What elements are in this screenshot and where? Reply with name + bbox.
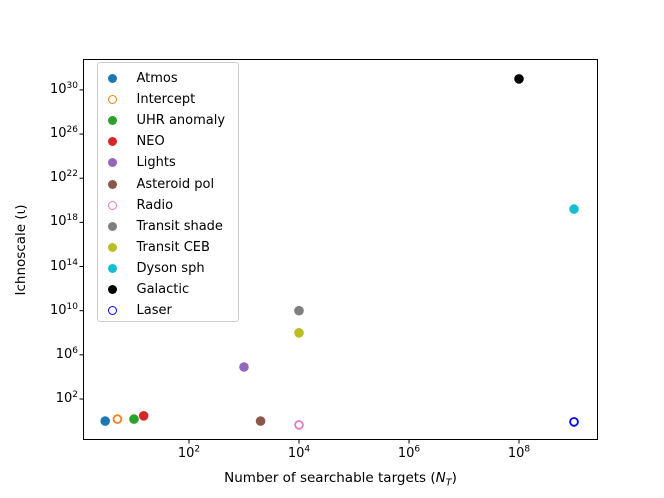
point-lights [239,362,249,372]
x-tick-label-10e8: 108 [507,444,531,461]
y-tick-label-10e30-exponent: 30 [66,80,78,91]
legend-marker-laser-icon [107,306,117,316]
legend: Atmos Intercept UHR anomaly NEO Lights Astero… [97,62,239,322]
legend-marker-intercept-icon [107,95,117,105]
x-tick-label-10e4-exponent: 4 [304,444,311,455]
legend-row-transit-ceb: Transit CEB [98,237,238,258]
legend-marker-galactic-icon [107,284,117,294]
y-tick-label-10e30-base: 10 [50,82,67,98]
legend-marker-transit-ceb-icon [107,242,117,252]
y-tick-label-10e6-base: 10 [55,347,73,363]
legend-label-dyson-sph: Dyson sph [136,260,205,276]
point-intercept [112,414,123,424]
y-tick-label-10e10-exponent: 10 [66,301,78,312]
point-transit-ceb [294,328,304,338]
y-tick-label-10e18-exponent: 18 [66,213,78,224]
legend-marker-neo-icon [107,137,117,147]
point-asteroid-pol [255,416,266,426]
legend-row-uhr-anomaly: UHR anomaly [98,110,238,131]
x-tick-label-10e2-exponent: 2 [194,444,201,455]
y-tick-label-10e6-exponent: 6 [72,345,78,356]
y-tick-label-10e10: 1010 [14,301,78,318]
y-tick-label-10e22-exponent: 22 [66,169,78,180]
legend-label-transit-ceb: Transit CEB [136,239,210,255]
legend-marker-atmos-icon [107,74,117,84]
legend-label-radio: Radio [136,197,174,213]
legend-label-asteroid-pol: Asteroid pol [136,176,215,192]
legend-row-dyson-sph: Dyson sph [98,258,238,279]
legend-row-transit-shade: Transit shade [98,216,238,237]
legend-row-asteroid-pol: Asteroid pol [98,173,238,194]
point-dyson-sph [569,204,579,214]
legend-marker-radio-icon [107,200,117,210]
x-tick-label-10e6-exponent: 6 [414,444,421,455]
legend-marker-dyson-sph-icon [107,263,117,273]
point-uhr-anomaly [129,414,139,424]
x-tick-label-10e6-base: 10 [397,446,415,461]
y-tick-label-10e26-base: 10 [50,126,67,142]
y-tick-label-10e18: 1018 [14,213,78,230]
point-radio [294,420,304,430]
y-tick-label-10e26-exponent: 26 [66,124,78,135]
x-tick-label-10e8-exponent: 8 [524,444,531,455]
x-axis-label: Number of searchable targets (NT) [83,470,598,489]
legend-label-transit-shade: Transit shade [136,218,223,234]
y-tick-label-10e10-base: 10 [50,302,67,318]
point-neo [138,411,149,421]
y-tick-label-10e6: 106 [14,345,78,363]
y-tick-label-10e14: 1014 [14,257,78,274]
legend-row-galactic: Galactic [98,279,238,300]
x-axis-label-subscript: T [445,477,452,489]
point-galactic [514,74,524,84]
legend-marker-uhr-anomaly-icon [107,116,117,126]
legend-row-laser: Laser [98,300,238,321]
legend-label-neo: NEO [136,134,165,150]
x-axis-label-variable: N [435,470,446,486]
legend-row-radio: Radio [98,195,238,216]
y-tick-label-10e30: 1030 [14,80,78,98]
legend-label-atmos: Atmos [136,71,178,87]
legend-label-intercept: Intercept [136,92,196,108]
y-tick-label-10e2-base: 10 [55,391,73,407]
legend-marker-asteroid-pol-icon [107,179,117,189]
x-axis-label-text: Number of searchable targets ( [224,470,436,486]
y-tick-label-10e22: 1022 [14,169,78,186]
point-atmos [100,416,110,426]
x-tick-label-10e8-base: 10 [507,446,525,461]
legend-row-intercept: Intercept [98,89,238,110]
y-tick-label-10e14-base: 10 [50,258,67,274]
legend-label-uhr-anomaly: UHR anomaly [136,113,226,129]
y-tick-label-10e2: 102 [14,389,78,407]
x-tick-label-10e6: 106 [397,444,421,461]
y-tick-label-10e2-exponent: 2 [72,389,78,400]
legend-row-atmos: Atmos [98,68,238,89]
x-axis-label-suffix: ) [451,470,457,486]
x-tick-label-10e4-base: 10 [287,446,305,461]
legend-label-galactic: Galactic [136,281,190,297]
legend-label-lights: Lights [136,155,176,171]
y-tick-label-10e14-exponent: 14 [66,257,78,268]
point-laser [569,417,579,427]
point-transit-shade [294,305,304,316]
y-tick-label-10e18-base: 10 [50,214,67,230]
x-tick-label-10e2-base: 10 [177,446,195,461]
legend-row-neo: NEO [98,131,238,152]
x-tick-label-10e2: 102 [177,444,201,461]
legend-marker-lights-icon [107,158,117,168]
y-tick-label-10e26: 1026 [14,124,78,142]
x-tick-label-10e4: 104 [287,444,311,461]
legend-label-laser: Laser [136,303,172,319]
y-tick-label-10e22-base: 10 [50,170,67,186]
legend-row-lights: Lights [98,152,238,173]
legend-marker-transit-shade-icon [107,221,117,231]
